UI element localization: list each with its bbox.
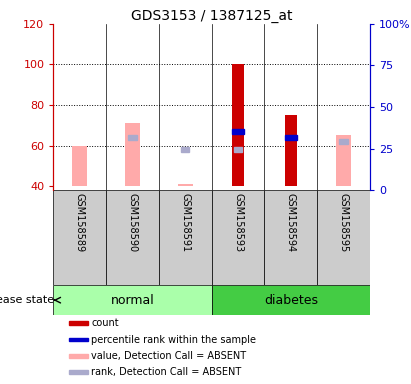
Bar <box>232 65 244 186</box>
Bar <box>129 135 136 140</box>
Bar <box>339 139 348 144</box>
Bar <box>317 190 370 285</box>
Text: percentile rank within the sample: percentile rank within the sample <box>91 334 256 344</box>
Bar <box>212 190 264 285</box>
Bar <box>284 115 297 186</box>
Text: diabetes: diabetes <box>264 294 318 307</box>
Bar <box>234 147 242 152</box>
Bar <box>181 147 189 152</box>
Bar <box>284 135 297 140</box>
Text: GSM158591: GSM158591 <box>180 193 190 252</box>
Text: rank, Detection Call = ABSENT: rank, Detection Call = ABSENT <box>91 367 242 377</box>
Bar <box>178 184 193 186</box>
Text: disease state: disease state <box>0 295 55 305</box>
Bar <box>125 123 140 186</box>
Text: normal: normal <box>111 294 155 307</box>
Bar <box>53 190 106 285</box>
Text: value, Detection Call = ABSENT: value, Detection Call = ABSENT <box>91 351 247 361</box>
Text: GSM158594: GSM158594 <box>286 193 296 252</box>
Text: GSM158593: GSM158593 <box>233 193 243 252</box>
Bar <box>106 190 159 285</box>
Bar <box>69 338 88 341</box>
Bar <box>264 190 317 285</box>
Bar <box>159 190 212 285</box>
Bar <box>69 321 88 325</box>
Bar <box>72 146 87 186</box>
Text: count: count <box>91 318 119 328</box>
Text: GSM158590: GSM158590 <box>127 193 138 252</box>
Bar <box>232 129 244 134</box>
Bar <box>212 285 370 315</box>
Bar <box>69 354 88 358</box>
Bar <box>336 136 351 186</box>
Text: GSM158595: GSM158595 <box>339 193 349 252</box>
Text: GSM158589: GSM158589 <box>75 193 85 252</box>
Title: GDS3153 / 1387125_at: GDS3153 / 1387125_at <box>131 9 292 23</box>
Bar <box>69 370 88 374</box>
Bar <box>53 285 212 315</box>
